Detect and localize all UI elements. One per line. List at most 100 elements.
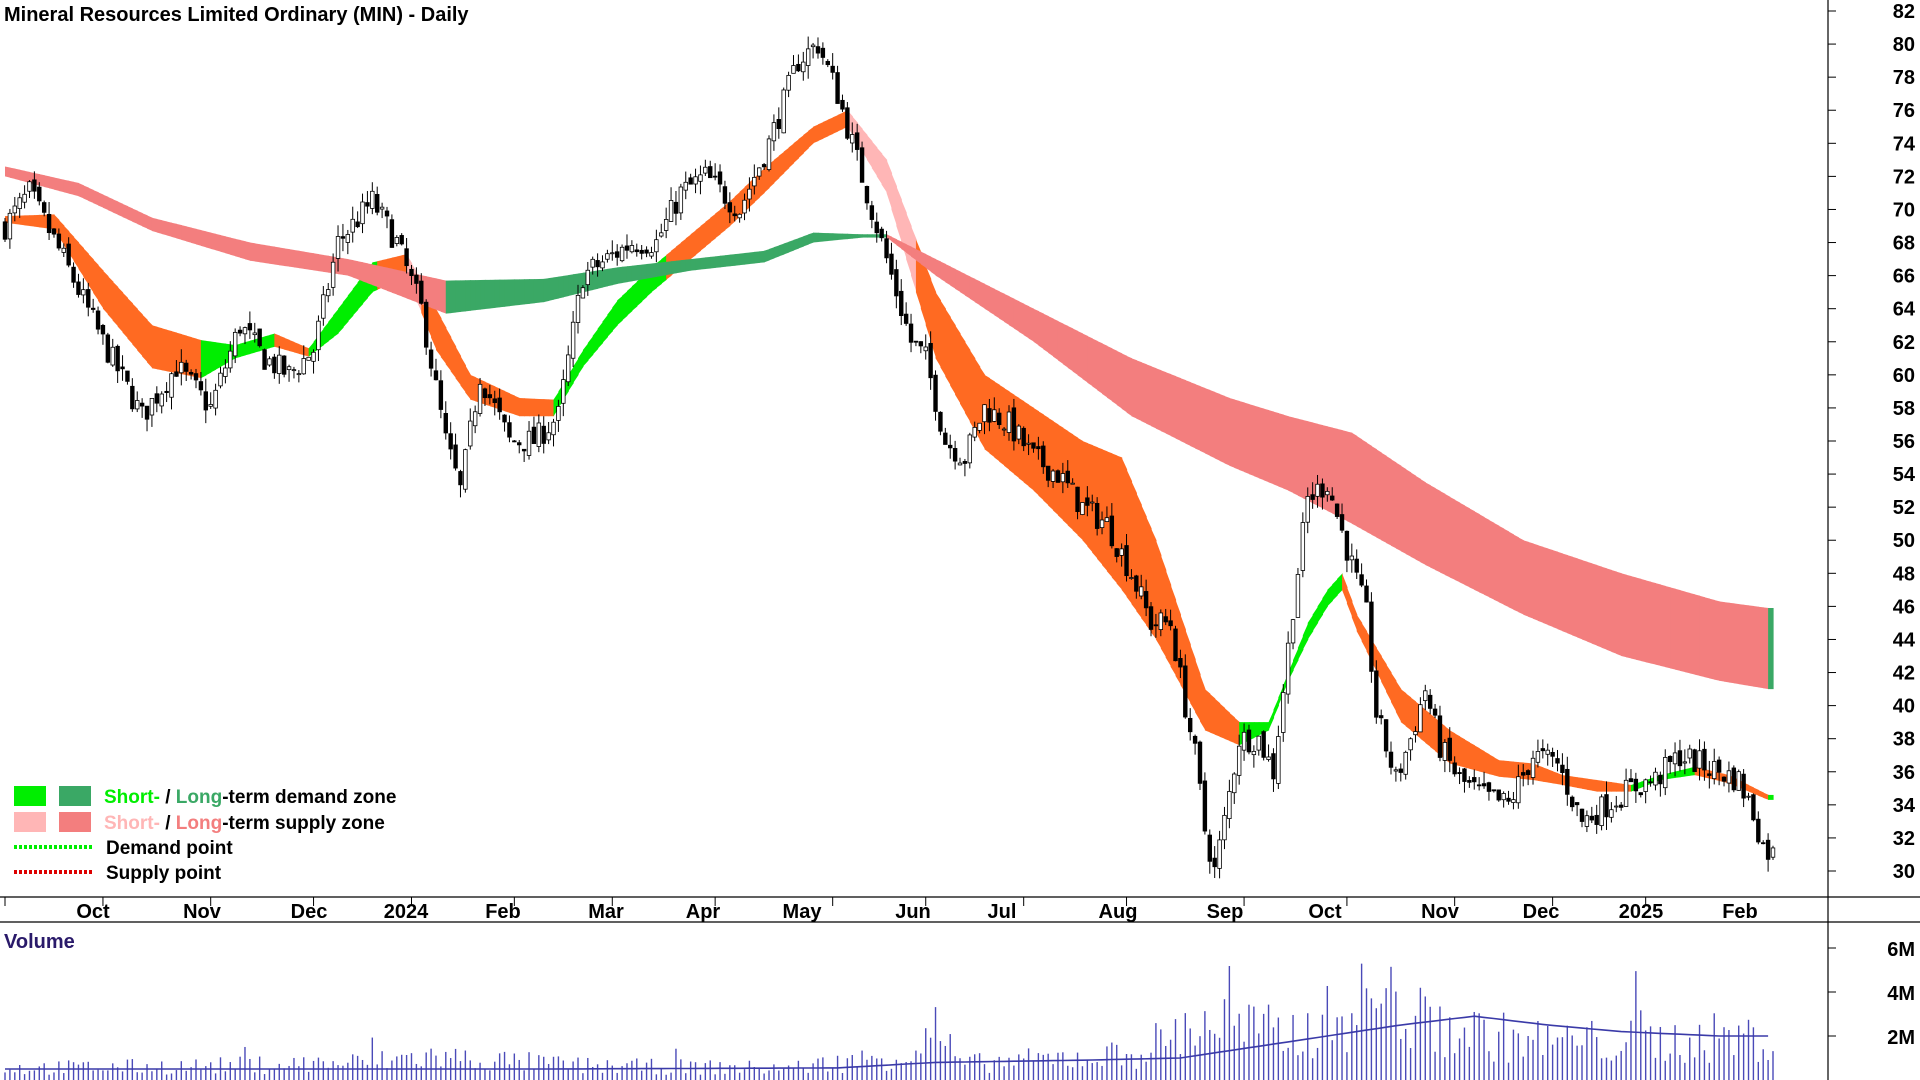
candle (1134, 574, 1139, 599)
volume-bar (547, 1063, 550, 1080)
long-term-band-segment (1606, 568, 1612, 652)
long-term-band-segment (1430, 485, 1436, 570)
short-term-band-segment (1425, 709, 1431, 747)
long-term-band-segment (573, 273, 579, 295)
candle (835, 65, 840, 104)
candle (1658, 771, 1663, 797)
volume-bar (1551, 1044, 1554, 1080)
short-term-band-segment (274, 333, 280, 349)
short-term-band-segment (764, 163, 770, 193)
candle (1217, 830, 1222, 879)
long-term-band-segment (1601, 566, 1608, 650)
long-term-band-segment (1679, 590, 1686, 673)
volume-tick: 6M (1828, 939, 1915, 961)
volume-bar (1679, 1055, 1681, 1080)
candle (521, 448, 527, 462)
candle (805, 36, 811, 79)
candle (1476, 777, 1482, 791)
long-term-band-segment (1337, 428, 1343, 519)
candle (507, 415, 512, 443)
long-term-band-segment (1258, 407, 1265, 481)
short-term-band-segment (215, 342, 222, 370)
volume-bar (1277, 1017, 1280, 1080)
long-term-band-segment (117, 201, 124, 218)
candle (1085, 486, 1090, 517)
candle (1447, 727, 1452, 773)
volume-bar (596, 1064, 599, 1080)
candle (1374, 660, 1379, 724)
long-term-band-segment (102, 194, 109, 211)
short-term-band-segment (1253, 722, 1260, 738)
volume-bar (1502, 1012, 1505, 1080)
volume-bar (1199, 1036, 1201, 1080)
candle (306, 356, 311, 361)
volume-bar (180, 1061, 183, 1080)
short-term-band-segment (435, 308, 442, 358)
volume-tick: 2M (1828, 1027, 1915, 1049)
candle (1496, 789, 1501, 802)
candle (884, 230, 889, 264)
volume-bar (175, 1070, 178, 1080)
long-term-band-segment (1577, 558, 1583, 640)
candle (727, 192, 733, 224)
candle (1692, 748, 1697, 773)
price-tick: 72 (1828, 166, 1915, 188)
long-term-band-segment (622, 266, 628, 284)
long-term-band-segment (1038, 311, 1044, 350)
candle (639, 245, 644, 260)
long-term-band-segment (1160, 370, 1167, 434)
candle (321, 286, 326, 326)
price-tick: 30 (1828, 861, 1915, 883)
candle (614, 244, 620, 266)
candle (952, 440, 958, 470)
volume-bar (141, 1072, 143, 1080)
short-term-band-segment (999, 384, 1005, 466)
long-term-band-segment (1675, 588, 1681, 671)
short-term-band-segment (631, 281, 638, 312)
short-term-band-segment (548, 399, 555, 417)
volume-bar (1595, 1037, 1598, 1080)
candle (1432, 703, 1438, 719)
long-term-band-segment (24, 170, 31, 183)
candle (938, 411, 943, 436)
volume-bar (1037, 1053, 1040, 1080)
short-term-band-segment (445, 327, 452, 372)
long-term-band-segment (964, 273, 971, 299)
candle (747, 177, 752, 212)
svg-text:62: 62 (1893, 332, 1915, 354)
short-term-band-segment (29, 215, 35, 227)
short-term-band-segment (504, 391, 511, 413)
short-term-band-segment (529, 398, 535, 417)
volume-bar (4, 1072, 6, 1080)
long-term-band-segment (39, 174, 45, 187)
volume-bar (925, 1028, 927, 1080)
candle (879, 226, 884, 242)
long-term-band-segment (1097, 340, 1103, 394)
candle (1697, 739, 1702, 781)
short-term-band-segment (1273, 697, 1279, 719)
long-term-band-segment (1229, 398, 1235, 468)
long-term-band-segment (700, 257, 706, 270)
candle (281, 355, 287, 378)
svg-text:40: 40 (1893, 696, 1915, 718)
long-term-band-segment (1136, 360, 1142, 422)
volume-bar (1414, 1015, 1417, 1080)
short-term-band-segment (1102, 449, 1108, 572)
short-term-band-segment (1204, 689, 1211, 733)
short-term-band-segment (357, 275, 364, 310)
long-term-band-segment (705, 256, 711, 269)
short-term-band-segment (1082, 441, 1088, 547)
long-term-band-segment (1004, 293, 1010, 326)
short-term-band-segment (798, 135, 804, 159)
short-term-band-segment (107, 276, 114, 321)
long-term-band-segment (1743, 604, 1750, 686)
short-term-band-segment (1043, 414, 1049, 506)
volume-bar (1258, 1033, 1260, 1080)
volume-bar (1434, 1051, 1436, 1080)
candle (791, 55, 796, 74)
candle (1256, 735, 1261, 756)
candle (1599, 794, 1604, 831)
short-term-band-segment (19, 215, 26, 226)
long-term-band-segment (489, 279, 496, 309)
svg-text:72: 72 (1893, 166, 1915, 188)
